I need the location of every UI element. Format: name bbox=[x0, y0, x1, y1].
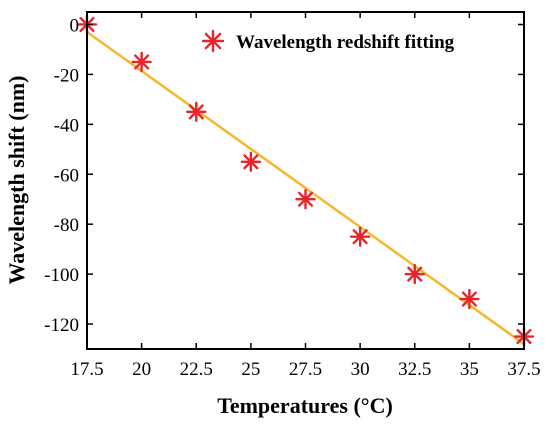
legend-marker-icon bbox=[201, 29, 225, 53]
data-point bbox=[186, 101, 207, 123]
legend-label: Wavelength redshift fitting bbox=[236, 32, 455, 53]
x-axis-title: Temperatures (°C) bbox=[217, 393, 393, 418]
x-tick-label: 35 bbox=[460, 359, 479, 380]
data-point bbox=[404, 263, 425, 285]
x-axis-ticks: 17.5 20 22.5 25 27.5 30 32.5 35 37.5 bbox=[70, 12, 541, 380]
y-tick-label: -60 bbox=[54, 165, 79, 186]
x-tick-label: 25 bbox=[241, 359, 260, 380]
x-tick-label: 27.5 bbox=[289, 359, 322, 380]
y-axis-ticks: 0 -20 -40 -60 -80 -100 -120 bbox=[44, 15, 524, 336]
data-point bbox=[131, 51, 152, 73]
x-tick-label: 37.5 bbox=[507, 359, 540, 380]
y-tick-label: -20 bbox=[54, 65, 79, 86]
x-tick-label: 30 bbox=[351, 359, 370, 380]
fit-line-group bbox=[86, 30, 525, 346]
data-point bbox=[459, 288, 480, 310]
y-tick-label: 0 bbox=[70, 15, 80, 36]
fit-line bbox=[86, 30, 525, 346]
y-tick-label: -120 bbox=[44, 315, 79, 336]
y-tick-label: -100 bbox=[44, 265, 79, 286]
x-tick-label: 17.5 bbox=[70, 359, 103, 380]
data-point bbox=[240, 151, 262, 172]
x-tick-label: 32.5 bbox=[398, 359, 431, 380]
data-point bbox=[349, 226, 371, 247]
y-tick-label: -80 bbox=[54, 215, 79, 236]
x-tick-label: 22.5 bbox=[180, 359, 213, 380]
y-axis-title: Wavelength shift (nm) bbox=[4, 76, 29, 285]
data-points-group bbox=[76, 14, 535, 347]
data-point bbox=[295, 189, 316, 210]
legend-asterisk bbox=[201, 29, 225, 53]
legend: Wavelength redshift fitting bbox=[201, 29, 455, 53]
x-tick-label: 20 bbox=[132, 359, 151, 380]
y-tick-label: -40 bbox=[54, 115, 79, 136]
